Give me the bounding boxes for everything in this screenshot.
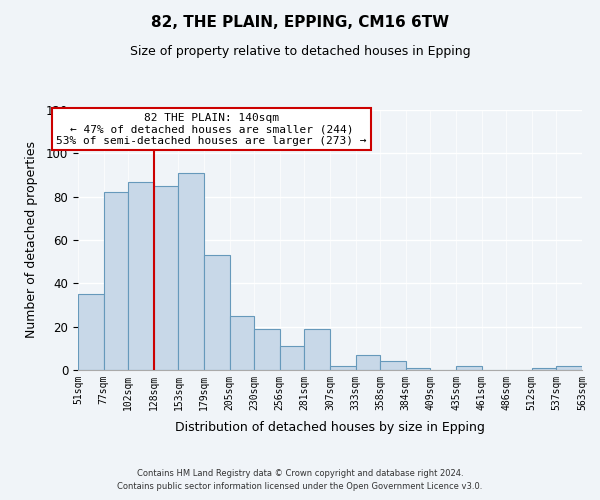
- X-axis label: Distribution of detached houses by size in Epping: Distribution of detached houses by size …: [175, 421, 485, 434]
- Text: Contains HM Land Registry data © Crown copyright and database right 2024.: Contains HM Land Registry data © Crown c…: [137, 468, 463, 477]
- Bar: [254, 329, 280, 370]
- Bar: [230, 316, 254, 370]
- Text: 82 THE PLAIN: 140sqm
← 47% of detached houses are smaller (244)
53% of semi-deta: 82 THE PLAIN: 140sqm ← 47% of detached h…: [56, 112, 367, 146]
- Bar: [154, 186, 178, 370]
- Bar: [178, 173, 204, 370]
- Bar: [356, 355, 380, 370]
- Bar: [78, 294, 104, 370]
- Bar: [204, 255, 230, 370]
- Bar: [128, 182, 154, 370]
- Bar: [304, 329, 330, 370]
- Text: 82, THE PLAIN, EPPING, CM16 6TW: 82, THE PLAIN, EPPING, CM16 6TW: [151, 15, 449, 30]
- Bar: [330, 366, 356, 370]
- Bar: [556, 366, 582, 370]
- Text: Size of property relative to detached houses in Epping: Size of property relative to detached ho…: [130, 45, 470, 58]
- Y-axis label: Number of detached properties: Number of detached properties: [25, 142, 38, 338]
- Bar: [456, 366, 482, 370]
- Bar: [104, 192, 128, 370]
- Bar: [532, 368, 556, 370]
- Bar: [280, 346, 304, 370]
- Bar: [380, 362, 406, 370]
- Text: Contains public sector information licensed under the Open Government Licence v3: Contains public sector information licen…: [118, 482, 482, 491]
- Bar: [406, 368, 430, 370]
